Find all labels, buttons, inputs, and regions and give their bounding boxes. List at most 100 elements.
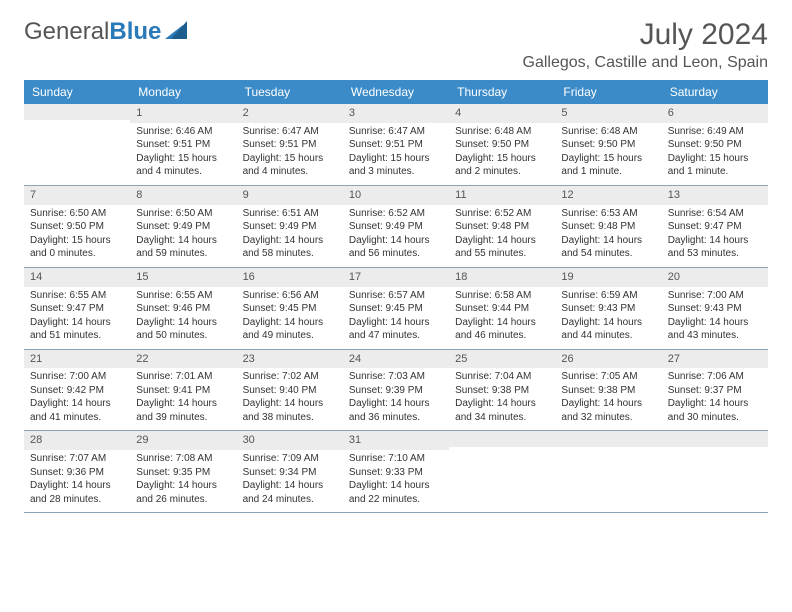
daylight: Daylight: 14 hours and 47 minutes. xyxy=(349,316,443,343)
daylight: Daylight: 15 hours and 2 minutes. xyxy=(455,152,549,179)
day-body: Sunrise: 7:06 AMSunset: 9:37 PMDaylight:… xyxy=(662,368,768,430)
day-body: Sunrise: 6:55 AMSunset: 9:46 PMDaylight:… xyxy=(130,287,236,349)
day-body: Sunrise: 7:00 AMSunset: 9:42 PMDaylight:… xyxy=(24,368,130,430)
day-cell: 17Sunrise: 6:57 AMSunset: 9:45 PMDayligh… xyxy=(343,268,449,349)
daylight: Daylight: 14 hours and 28 minutes. xyxy=(30,479,124,506)
sunset: Sunset: 9:49 PM xyxy=(243,220,337,234)
sunrise: Sunrise: 6:59 AM xyxy=(561,289,655,303)
sunrise: Sunrise: 6:52 AM xyxy=(349,207,443,221)
sunrise: Sunrise: 6:54 AM xyxy=(668,207,762,221)
logo-text-1: General xyxy=(24,18,109,46)
sunrise: Sunrise: 7:00 AM xyxy=(30,370,124,384)
day-number: 26 xyxy=(555,350,661,369)
day-cell: 13Sunrise: 6:54 AMSunset: 9:47 PMDayligh… xyxy=(662,186,768,267)
daylight: Daylight: 14 hours and 59 minutes. xyxy=(136,234,230,261)
day-number: 14 xyxy=(24,268,130,287)
day-cell: 24Sunrise: 7:03 AMSunset: 9:39 PMDayligh… xyxy=(343,350,449,431)
daylight: Daylight: 14 hours and 34 minutes. xyxy=(455,397,549,424)
day-cell xyxy=(24,104,130,185)
day-number: 3 xyxy=(343,104,449,123)
sunset: Sunset: 9:49 PM xyxy=(349,220,443,234)
sunset: Sunset: 9:34 PM xyxy=(243,466,337,480)
day-body: Sunrise: 6:47 AMSunset: 9:51 PMDaylight:… xyxy=(237,123,343,185)
sunset: Sunset: 9:46 PM xyxy=(136,302,230,316)
day-cell: 30Sunrise: 7:09 AMSunset: 9:34 PMDayligh… xyxy=(237,431,343,512)
daylight: Daylight: 14 hours and 38 minutes. xyxy=(243,397,337,424)
day-number: 8 xyxy=(130,186,236,205)
week-row: 14Sunrise: 6:55 AMSunset: 9:47 PMDayligh… xyxy=(24,268,768,350)
day-body: Sunrise: 6:52 AMSunset: 9:49 PMDaylight:… xyxy=(343,205,449,267)
day-header: Friday xyxy=(555,80,661,104)
day-body: Sunrise: 6:48 AMSunset: 9:50 PMDaylight:… xyxy=(555,123,661,185)
day-cell: 21Sunrise: 7:00 AMSunset: 9:42 PMDayligh… xyxy=(24,350,130,431)
week-row: 28Sunrise: 7:07 AMSunset: 9:36 PMDayligh… xyxy=(24,431,768,513)
day-cell: 29Sunrise: 7:08 AMSunset: 9:35 PMDayligh… xyxy=(130,431,236,512)
sunset: Sunset: 9:40 PM xyxy=(243,384,337,398)
day-body: Sunrise: 7:03 AMSunset: 9:39 PMDaylight:… xyxy=(343,368,449,430)
daylight: Daylight: 14 hours and 44 minutes. xyxy=(561,316,655,343)
sunset: Sunset: 9:36 PM xyxy=(30,466,124,480)
daylight: Daylight: 14 hours and 46 minutes. xyxy=(455,316,549,343)
day-cell: 12Sunrise: 6:53 AMSunset: 9:48 PMDayligh… xyxy=(555,186,661,267)
day-number xyxy=(24,104,130,120)
weeks-container: 1Sunrise: 6:46 AMSunset: 9:51 PMDaylight… xyxy=(24,104,768,513)
sunrise: Sunrise: 7:10 AM xyxy=(349,452,443,466)
day-body: Sunrise: 7:02 AMSunset: 9:40 PMDaylight:… xyxy=(237,368,343,430)
daylight: Daylight: 14 hours and 41 minutes. xyxy=(30,397,124,424)
day-cell: 23Sunrise: 7:02 AMSunset: 9:40 PMDayligh… xyxy=(237,350,343,431)
day-cell: 4Sunrise: 6:48 AMSunset: 9:50 PMDaylight… xyxy=(449,104,555,185)
day-cell xyxy=(555,431,661,512)
title-block: July 2024 Gallegos, Castille and Leon, S… xyxy=(523,18,769,72)
sunrise: Sunrise: 6:55 AM xyxy=(136,289,230,303)
sunrise: Sunrise: 7:07 AM xyxy=(30,452,124,466)
sunset: Sunset: 9:51 PM xyxy=(243,138,337,152)
daylight: Daylight: 15 hours and 4 minutes. xyxy=(243,152,337,179)
day-number: 29 xyxy=(130,431,236,450)
daylight: Daylight: 14 hours and 30 minutes. xyxy=(668,397,762,424)
day-cell: 18Sunrise: 6:58 AMSunset: 9:44 PMDayligh… xyxy=(449,268,555,349)
day-number: 2 xyxy=(237,104,343,123)
daylight: Daylight: 14 hours and 55 minutes. xyxy=(455,234,549,261)
sunrise: Sunrise: 6:50 AM xyxy=(30,207,124,221)
sunset: Sunset: 9:48 PM xyxy=(455,220,549,234)
sunrise: Sunrise: 6:50 AM xyxy=(136,207,230,221)
sunset: Sunset: 9:50 PM xyxy=(30,220,124,234)
day-body: Sunrise: 6:53 AMSunset: 9:48 PMDaylight:… xyxy=(555,205,661,267)
day-body xyxy=(449,447,555,503)
sunset: Sunset: 9:33 PM xyxy=(349,466,443,480)
day-number: 30 xyxy=(237,431,343,450)
day-body: Sunrise: 6:59 AMSunset: 9:43 PMDaylight:… xyxy=(555,287,661,349)
day-cell xyxy=(449,431,555,512)
sunrise: Sunrise: 6:55 AM xyxy=(30,289,124,303)
daylight: Daylight: 14 hours and 50 minutes. xyxy=(136,316,230,343)
day-number: 19 xyxy=(555,268,661,287)
day-header: Thursday xyxy=(449,80,555,104)
day-body: Sunrise: 6:47 AMSunset: 9:51 PMDaylight:… xyxy=(343,123,449,185)
day-body xyxy=(24,120,130,176)
sunrise: Sunrise: 6:58 AM xyxy=(455,289,549,303)
sunset: Sunset: 9:47 PM xyxy=(668,220,762,234)
day-body: Sunrise: 6:52 AMSunset: 9:48 PMDaylight:… xyxy=(449,205,555,267)
sunrise: Sunrise: 6:47 AM xyxy=(349,125,443,139)
day-body xyxy=(662,447,768,503)
day-header: Sunday xyxy=(24,80,130,104)
day-header: Monday xyxy=(130,80,236,104)
day-number: 24 xyxy=(343,350,449,369)
day-number: 22 xyxy=(130,350,236,369)
sunrise: Sunrise: 7:03 AM xyxy=(349,370,443,384)
day-body: Sunrise: 6:51 AMSunset: 9:49 PMDaylight:… xyxy=(237,205,343,267)
sunrise: Sunrise: 7:05 AM xyxy=(561,370,655,384)
sunset: Sunset: 9:35 PM xyxy=(136,466,230,480)
day-body: Sunrise: 6:57 AMSunset: 9:45 PMDaylight:… xyxy=(343,287,449,349)
day-cell: 20Sunrise: 7:00 AMSunset: 9:43 PMDayligh… xyxy=(662,268,768,349)
day-number xyxy=(449,431,555,447)
sunset: Sunset: 9:38 PM xyxy=(455,384,549,398)
sunset: Sunset: 9:44 PM xyxy=(455,302,549,316)
day-cell: 22Sunrise: 7:01 AMSunset: 9:41 PMDayligh… xyxy=(130,350,236,431)
daylight: Daylight: 15 hours and 1 minute. xyxy=(668,152,762,179)
day-number: 4 xyxy=(449,104,555,123)
sunset: Sunset: 9:49 PM xyxy=(136,220,230,234)
daylight: Daylight: 14 hours and 58 minutes. xyxy=(243,234,337,261)
week-row: 21Sunrise: 7:00 AMSunset: 9:42 PMDayligh… xyxy=(24,350,768,432)
day-cell: 16Sunrise: 6:56 AMSunset: 9:45 PMDayligh… xyxy=(237,268,343,349)
